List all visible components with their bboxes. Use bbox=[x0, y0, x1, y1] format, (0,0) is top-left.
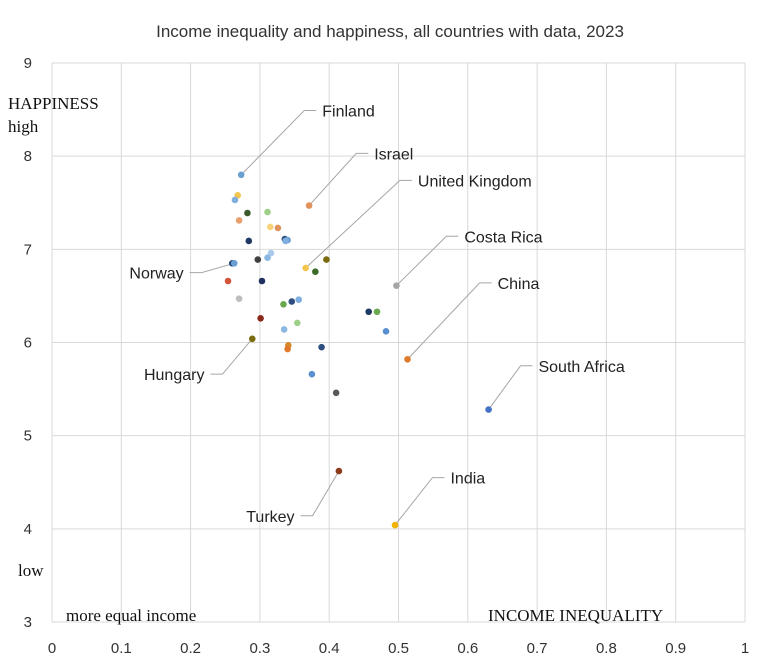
leader-line bbox=[488, 365, 533, 410]
annotation-leaders bbox=[189, 110, 533, 526]
data-points bbox=[224, 171, 492, 529]
data-point bbox=[308, 370, 316, 378]
data-point bbox=[391, 521, 399, 529]
y-tick-label: 6 bbox=[24, 335, 32, 352]
x-tick-label: 0.4 bbox=[319, 640, 340, 657]
data-point bbox=[266, 223, 274, 231]
data-point bbox=[254, 256, 262, 263]
x-tick-labels: 0 0.1 0.2 0.3 0.4 0.5 0.6 0.7 0.8 0.9 1 bbox=[48, 640, 749, 657]
data-point bbox=[373, 308, 381, 316]
annotation-label: Israel bbox=[374, 146, 413, 163]
leader-line bbox=[308, 152, 369, 206]
x-tick-label: 0.3 bbox=[249, 640, 270, 657]
annotation-labels: Finland Israel United Kingdom Costa Rica Chi… bbox=[129, 104, 624, 526]
y-axis-low-label: low bbox=[18, 561, 44, 580]
x-tick-label: 0.2 bbox=[180, 640, 201, 657]
data-point bbox=[323, 256, 330, 263]
data-point bbox=[244, 209, 251, 217]
data-point bbox=[267, 249, 275, 257]
data-point bbox=[280, 326, 288, 333]
annotation-label: Finland bbox=[322, 104, 374, 121]
data-point bbox=[237, 171, 245, 179]
data-point bbox=[248, 335, 256, 343]
leader-line bbox=[240, 110, 317, 176]
y-axis-high-label: high bbox=[8, 117, 39, 136]
data-point bbox=[382, 328, 390, 335]
data-point bbox=[284, 345, 291, 353]
annotation-label: Hungary bbox=[144, 367, 204, 384]
data-point bbox=[302, 264, 309, 272]
x-tick-label: 0.8 bbox=[596, 640, 617, 657]
data-point bbox=[231, 196, 239, 204]
data-point bbox=[245, 237, 253, 245]
data-point bbox=[393, 282, 400, 289]
annotation-label: Costa Rica bbox=[464, 229, 542, 246]
annotation-label: Norway bbox=[129, 266, 183, 283]
data-point bbox=[305, 202, 313, 209]
y-tick-labels: 3 4 5 6 7 8 9 bbox=[24, 55, 32, 631]
x-axis-left-label: more equal income bbox=[66, 606, 196, 625]
data-point bbox=[224, 277, 232, 285]
data-point bbox=[404, 355, 411, 363]
data-point bbox=[257, 314, 264, 322]
y-tick-label: 5 bbox=[24, 428, 32, 445]
data-point bbox=[264, 208, 271, 216]
data-point bbox=[295, 296, 303, 303]
annotation-label: China bbox=[498, 276, 540, 293]
data-point bbox=[288, 298, 296, 305]
y-tick-label: 3 bbox=[24, 614, 32, 631]
annotation-label: South Africa bbox=[538, 359, 624, 376]
data-point bbox=[318, 343, 325, 351]
x-tick-label: 0.5 bbox=[388, 640, 409, 657]
leader-line bbox=[300, 470, 340, 517]
x-tick-label: 0.7 bbox=[527, 640, 548, 657]
y-axis-label: HAPPINESS bbox=[8, 94, 99, 113]
x-axis-label: INCOME INEQUALITY bbox=[488, 606, 663, 625]
x-tick-label: 0.9 bbox=[665, 640, 686, 657]
data-point bbox=[230, 260, 238, 267]
leader-line bbox=[305, 179, 412, 269]
data-point bbox=[274, 224, 282, 232]
data-point bbox=[365, 308, 373, 316]
chart-title: Income inequality and happiness, all cou… bbox=[156, 22, 624, 41]
leader-line bbox=[407, 282, 492, 360]
data-point bbox=[485, 406, 492, 413]
data-point bbox=[312, 268, 319, 275]
x-tick-label: 0.1 bbox=[111, 640, 132, 657]
y-tick-label: 7 bbox=[24, 241, 32, 258]
y-tick-label: 9 bbox=[24, 55, 32, 72]
y-tick-label: 4 bbox=[24, 521, 32, 538]
data-point bbox=[282, 237, 289, 245]
leader-line bbox=[394, 477, 445, 526]
annotation-label: Turkey bbox=[246, 509, 294, 526]
data-point bbox=[235, 295, 243, 303]
x-tick-label: 1 bbox=[741, 640, 749, 657]
x-tick-label: 0 bbox=[48, 640, 56, 657]
data-point bbox=[294, 319, 301, 327]
data-point bbox=[280, 301, 287, 308]
leader-line bbox=[396, 235, 459, 287]
data-point bbox=[332, 389, 340, 397]
data-point bbox=[264, 254, 271, 262]
data-point bbox=[235, 217, 243, 224]
x-tick-label: 0.6 bbox=[457, 640, 478, 657]
data-point bbox=[335, 467, 343, 475]
y-tick-label: 8 bbox=[24, 148, 32, 165]
annotation-label: United Kingdom bbox=[418, 173, 532, 190]
data-point bbox=[258, 277, 266, 285]
leader-line bbox=[210, 338, 253, 375]
annotation-label: India bbox=[450, 471, 485, 488]
leader-line bbox=[189, 262, 235, 274]
